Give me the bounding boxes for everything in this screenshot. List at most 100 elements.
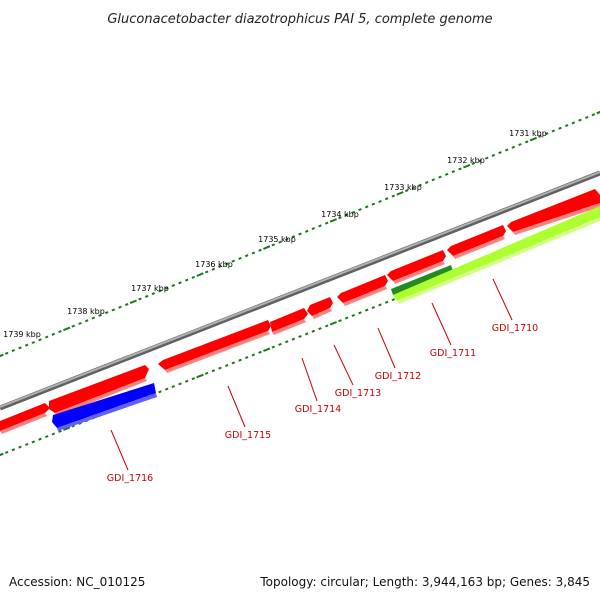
scale-tick	[291, 235, 296, 239]
scale-tick	[91, 316, 96, 320]
scale-tick	[584, 115, 589, 119]
gene-feature[interactable]	[387, 250, 446, 281]
scale-tick	[304, 229, 309, 233]
gene-label-gdi-1711[interactable]: GDI_1711	[430, 348, 476, 359]
gene-feature[interactable]	[0, 403, 50, 431]
scale-tick	[164, 286, 169, 290]
scale-tick	[551, 129, 556, 133]
scale-tick	[338, 216, 342, 220]
scale-tick	[63, 326, 71, 332]
scale-tick	[118, 305, 122, 309]
scale-tick	[231, 361, 236, 365]
scale-tick	[564, 124, 569, 128]
gene-feature[interactable]	[49, 365, 149, 413]
scale-tick	[591, 113, 596, 117]
scale-tick	[371, 306, 376, 310]
scale-tick	[438, 175, 442, 179]
scale-tick	[571, 121, 576, 125]
scale-label-1734: 1734 kbp	[321, 210, 359, 219]
gene-feature[interactable]	[158, 320, 271, 370]
gene-label-gdi-1712[interactable]: GDI_1712	[375, 371, 421, 382]
scale-tick	[178, 382, 182, 386]
scale-tick	[518, 143, 522, 147]
scale-tick	[11, 349, 16, 353]
scale-tick	[231, 259, 236, 263]
scale-tick	[351, 210, 356, 214]
scale-tick	[491, 153, 496, 157]
scale-tick	[384, 197, 389, 201]
scale-tick	[0, 353, 4, 358]
scale-tick	[529, 136, 537, 142]
scale-tick	[291, 337, 296, 341]
scale-tick	[498, 151, 502, 155]
scale-tick	[218, 265, 222, 269]
scale-tick	[218, 366, 222, 370]
scale-tick	[284, 237, 289, 241]
gene-label-gdi-1715[interactable]: GDI_1715	[225, 430, 271, 441]
scale-tick	[158, 390, 162, 394]
gene-feature-gdi-1716[interactable]	[52, 383, 156, 428]
scale-tick	[318, 327, 322, 331]
scale-tick	[4, 450, 9, 454]
scale-tick	[211, 267, 216, 271]
scale-tick	[358, 208, 362, 212]
accession-text: Accession: NC_010125	[9, 575, 145, 589]
scale-tick	[44, 435, 49, 439]
scale-tick	[424, 180, 429, 185]
scale-tick	[244, 356, 249, 360]
scale-tick	[238, 256, 242, 260]
scale-tick	[224, 262, 229, 266]
scale-tick	[478, 159, 482, 163]
scale-tick	[204, 371, 209, 375]
gene-feature[interactable]	[270, 308, 308, 332]
gene-label-gdi-1716[interactable]: GDI_1716	[107, 473, 153, 484]
gene-feature-gdi-1710[interactable]	[393, 206, 600, 301]
scale-tick	[558, 126, 562, 130]
scale-tick	[258, 248, 262, 252]
scale-tick	[24, 442, 29, 446]
scale-tick	[244, 254, 249, 258]
gene-feature[interactable]	[337, 275, 388, 303]
gene-label-gdi-1713[interactable]: GDI_1713	[335, 388, 381, 399]
scale-tick	[418, 183, 422, 187]
scale-tick	[371, 202, 376, 206]
gene-feature[interactable]	[507, 189, 600, 232]
scale-tick	[71, 324, 76, 328]
scale-tick	[263, 347, 271, 352]
scale-tick	[324, 221, 329, 225]
gene-label-gdi-1710[interactable]: GDI_1710	[492, 323, 538, 334]
label-leader-lines	[110, 278, 513, 471]
scale-tick	[124, 302, 129, 307]
map-title: Gluconacetobacter diazotrophicus PAI 5, …	[107, 12, 492, 27]
scale-tick	[378, 199, 382, 203]
scale-tick	[538, 134, 542, 138]
scale-tick	[578, 118, 582, 122]
scale-tick	[18, 346, 22, 350]
scale-tick	[51, 432, 56, 436]
scale-tick	[344, 316, 349, 320]
gene-feature[interactable]	[307, 297, 333, 316]
scale-tick	[138, 297, 142, 301]
scale-tick	[178, 281, 182, 285]
scale-tick	[171, 385, 176, 389]
scale-tick	[58, 429, 62, 433]
scale-tick	[311, 329, 316, 333]
scale-label-1732: 1732 kbp	[447, 156, 485, 165]
scale-tick	[63, 426, 71, 431]
gene-labels: GDI_1710 GDI_1711 GDI_1712 GDI_1713 GDI_…	[107, 323, 538, 484]
scale-tick	[318, 224, 322, 228]
gene-feature[interactable]	[447, 225, 506, 256]
gene-feature-gdi-1711[interactable]	[391, 265, 453, 295]
scale-tick	[204, 270, 209, 274]
scale-tick	[38, 338, 42, 342]
scale-tick	[71, 424, 76, 428]
scale-tick	[129, 299, 137, 305]
scale-tick	[458, 167, 462, 171]
gene-label-gdi-1714[interactable]: GDI_1714	[295, 404, 341, 415]
scale-tick	[451, 170, 456, 174]
scale-label-1731: 1731 kbp	[509, 129, 547, 138]
scale-tick	[31, 440, 36, 444]
genome-backbone	[0, 170, 600, 411]
scale-tick	[18, 445, 22, 449]
